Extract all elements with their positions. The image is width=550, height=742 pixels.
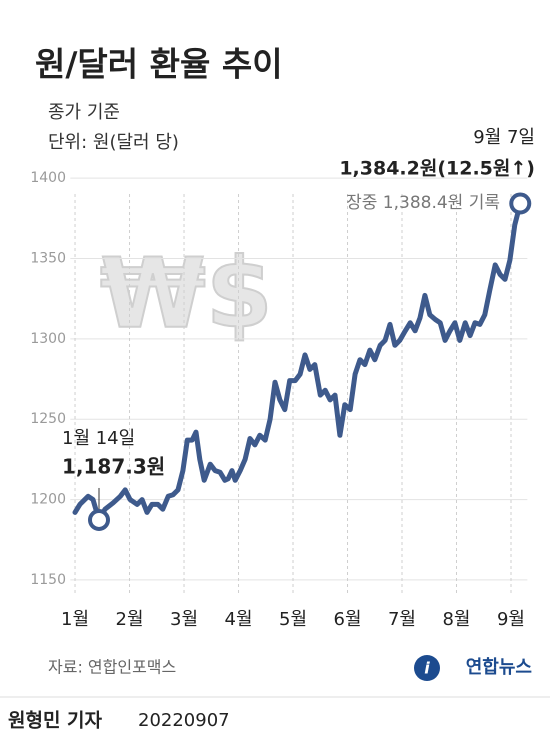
watermark: ₩$ xyxy=(100,237,273,349)
annotation-marker xyxy=(509,192,532,215)
credit-name: 원형민 기자 xyxy=(8,710,103,732)
x-tick-label: 3월 xyxy=(170,609,198,630)
source: 자료: 연합인포맥스 xyxy=(48,658,176,677)
annotation-marker xyxy=(88,508,111,531)
chart-title: 원/달러 환율 추이 xyxy=(35,45,283,84)
annotation-label: 1,187.3원 xyxy=(62,455,165,479)
line xyxy=(72,201,523,523)
annotation-label: 1,384.2원(12.5원↑) xyxy=(339,158,535,180)
logo: 연합뉴스 xyxy=(466,656,532,678)
y-tick-label: 1300 xyxy=(30,331,66,347)
y-tick-label: 1200 xyxy=(30,492,66,508)
subtitle: 단위: 원(달러 당) xyxy=(48,132,179,153)
logo-icon xyxy=(414,655,440,681)
x-tick-label: 9월 xyxy=(497,609,525,630)
x-tick-label: 4월 xyxy=(225,609,253,630)
annotation-date: 9월 7일 xyxy=(473,127,535,148)
y-tick-label: 1150 xyxy=(30,572,66,588)
annotation-date: 1월 14일 xyxy=(62,428,135,449)
annotation-note: 장중 1,388.4원 기록 xyxy=(346,193,500,213)
plot: 1150 1200 1250 1300 1350 1400 1월 2월 3월 4월 5월 6월 7월 8월… xyxy=(30,127,535,630)
credit-date: 20220907 xyxy=(138,710,230,731)
x-tick-label: 1월 xyxy=(61,609,89,630)
x-tick-label: 6월 xyxy=(334,609,362,630)
x-tick-label: 7월 xyxy=(388,609,416,630)
subtitle: 종가 기준 xyxy=(48,102,120,123)
x-tick-label: 2월 xyxy=(116,609,144,630)
y-tick-label: 1400 xyxy=(30,170,66,186)
y-tick-label: 1250 xyxy=(30,411,66,427)
logo-mark: i xyxy=(424,659,430,678)
x-tick-label: 8월 xyxy=(442,609,470,630)
y-tick-label: 1350 xyxy=(30,250,66,266)
x-tick-label: 5월 xyxy=(279,609,307,630)
